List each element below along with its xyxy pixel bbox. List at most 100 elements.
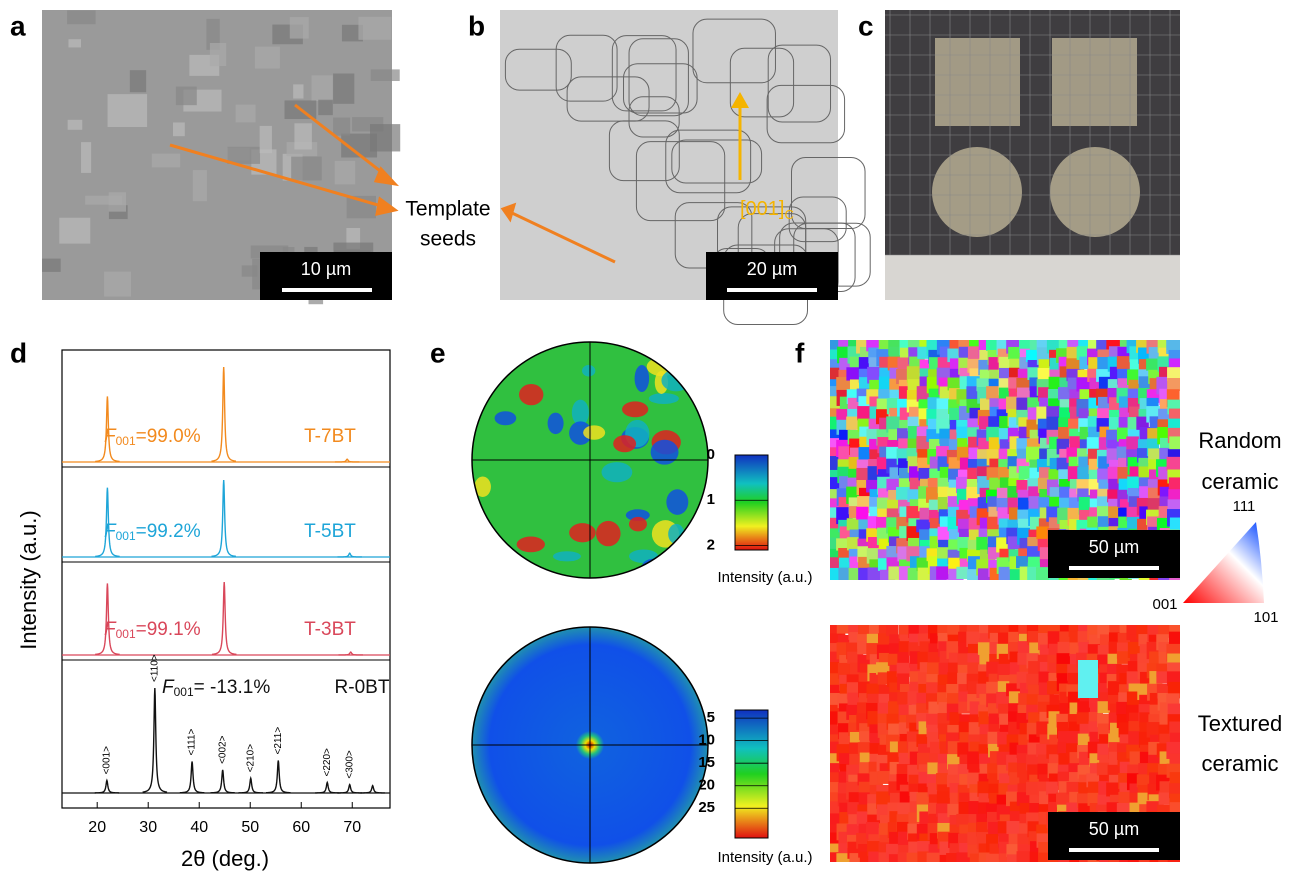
peak <box>211 367 235 461</box>
grain <box>927 853 941 866</box>
peak <box>360 786 384 793</box>
grain <box>67 10 96 24</box>
f-annotation: F001=99.0% <box>104 426 201 448</box>
f-value: =99.1% <box>136 619 201 640</box>
pole-blob <box>651 440 679 465</box>
map-label: Random <box>1198 428 1281 453</box>
pole-blob <box>613 435 636 452</box>
colorbar-tick-label: 20 <box>698 777 715 794</box>
peak-label: <002> <box>217 735 228 764</box>
grain <box>1016 556 1028 568</box>
ipf-label: 101 <box>1253 609 1278 626</box>
grain <box>886 447 898 459</box>
ipf-label: 001 <box>1152 596 1177 613</box>
x-tick-label: 70 <box>343 819 361 836</box>
x-tick-label: 20 <box>88 819 106 836</box>
grain <box>1047 417 1060 431</box>
colorbar-title: Intensity (a.u.) <box>717 569 812 586</box>
peak <box>211 480 235 556</box>
ipf-triangle <box>1183 522 1264 603</box>
grain <box>857 406 871 420</box>
x-tick-label: 50 <box>241 819 259 836</box>
grain <box>1167 457 1181 471</box>
colorbar-tick-label: 2 <box>707 536 715 553</box>
pole-blob <box>641 559 667 580</box>
x-tick-label: 40 <box>190 819 208 836</box>
grain <box>358 17 391 40</box>
peak <box>239 778 263 793</box>
peak <box>266 760 290 792</box>
series-name: T-7BT <box>304 426 356 447</box>
grain <box>108 94 148 127</box>
peak <box>180 762 204 793</box>
grain <box>1017 851 1030 867</box>
map-label: Textured <box>1198 711 1282 736</box>
x-tick-label: 30 <box>139 819 157 836</box>
f-annotation: F001=99.2% <box>104 521 201 543</box>
grain <box>333 118 350 136</box>
f-subscript: 001 <box>116 434 136 448</box>
grain <box>847 518 860 530</box>
peak-label: <001> <box>102 746 113 775</box>
panel-label: e <box>430 337 446 368</box>
pole-blob <box>508 339 529 359</box>
f-value: = -13.1% <box>194 677 271 698</box>
series-name: R-0BT <box>335 677 390 698</box>
sample <box>932 147 1022 237</box>
pole-blob <box>553 551 581 561</box>
pole-blob <box>629 550 658 563</box>
ipf-label: 111 <box>1233 498 1256 515</box>
grain <box>312 75 333 101</box>
pole-blob <box>582 365 595 376</box>
grain <box>1169 436 1183 451</box>
grain <box>371 69 400 81</box>
grain <box>290 17 309 39</box>
colorbar-tick-label: 0 <box>707 446 715 463</box>
sample <box>1052 38 1137 126</box>
grain <box>878 771 891 784</box>
pole-blob <box>496 342 508 367</box>
peak-label: <210> <box>245 744 256 773</box>
pole-blob <box>495 411 517 425</box>
peak <box>315 783 339 793</box>
scale-bar-label: 20 µm <box>747 259 797 279</box>
colorbar-tick-label: 25 <box>698 799 715 816</box>
colorbar <box>735 710 768 838</box>
grain <box>227 147 260 164</box>
pole-blob <box>478 342 492 363</box>
f-value: =99.2% <box>136 521 201 542</box>
grain <box>176 87 197 106</box>
grain <box>59 218 90 244</box>
grain <box>886 624 898 636</box>
sample <box>935 38 1020 126</box>
grain <box>1167 378 1181 391</box>
f-subscript: 001 <box>116 529 136 543</box>
grain <box>1169 632 1185 645</box>
direction-text: [001] <box>740 198 784 220</box>
grain <box>173 122 185 136</box>
direction-subscript: C <box>784 207 793 222</box>
pole-blob <box>649 393 679 404</box>
grain <box>1097 763 1109 776</box>
grain <box>856 507 868 520</box>
grain <box>255 47 280 69</box>
pole-blob <box>602 462 633 482</box>
peak <box>95 780 119 793</box>
pole-blob <box>635 365 650 392</box>
f-subscript: 001 <box>116 627 136 641</box>
x-axis-label: 2θ (deg.) <box>181 846 269 871</box>
panel-label: d <box>10 337 27 368</box>
grain <box>1077 712 1090 724</box>
colorbar-tick-label: 5 <box>707 709 715 726</box>
ruler <box>885 255 1180 300</box>
pole-blob <box>694 382 719 400</box>
pole-blob <box>664 345 691 361</box>
series-name: T-5BT <box>304 521 356 542</box>
pole-blob <box>583 425 605 439</box>
pole-blob <box>661 370 690 392</box>
peak-label: <111> <box>187 728 198 755</box>
scale-bar-label: 50 µm <box>1089 819 1139 839</box>
map-label: ceramic <box>1201 469 1278 494</box>
annotation: Template <box>405 198 490 221</box>
x-tick-label: 60 <box>292 819 310 836</box>
